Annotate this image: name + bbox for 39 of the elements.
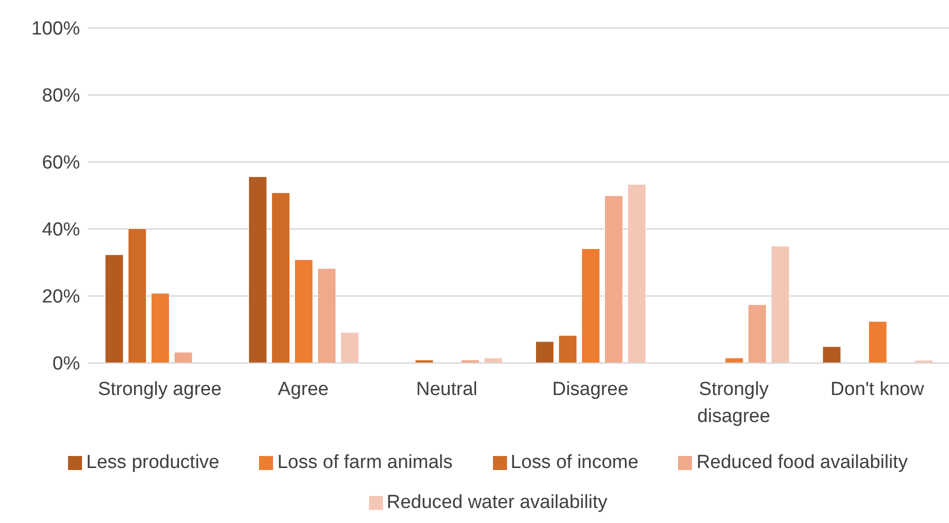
y-tick-label: 40% — [42, 220, 80, 241]
legend-label: Reduced food availability — [696, 452, 908, 473]
bar — [460, 360, 480, 363]
bar — [748, 304, 766, 363]
y-tick-label: 100% — [31, 18, 80, 40]
legend-label: Less productive — [86, 452, 220, 473]
bar — [104, 254, 124, 363]
x-tick-label: Neutral — [416, 379, 478, 400]
legend-label: Loss of farm animals — [277, 452, 453, 473]
bar — [340, 332, 359, 363]
y-tick-label: 20% — [42, 286, 80, 308]
bar — [558, 335, 577, 363]
bar — [822, 346, 841, 363]
bar — [581, 248, 600, 363]
x-tick-label: Don't know — [830, 379, 924, 400]
legend-label: Loss of income — [510, 452, 638, 473]
x-tick-label: Disagree — [552, 379, 628, 400]
bar — [248, 176, 267, 363]
bar — [294, 260, 313, 363]
y-tick-label: 0% — [52, 354, 80, 375]
bar — [317, 268, 336, 363]
bar — [271, 192, 290, 363]
bar — [724, 358, 744, 363]
bar — [128, 228, 146, 363]
bar — [627, 184, 646, 363]
x-tick-label: Strongly agree — [98, 379, 222, 400]
y-tick-label: 60% — [42, 152, 80, 174]
bar — [174, 352, 192, 363]
bar — [414, 360, 434, 363]
bar — [868, 321, 887, 363]
x-tick-label: Agree — [278, 379, 329, 400]
y-tick-label: 80% — [42, 86, 80, 107]
x-tick-label: Strongly disagree — [697, 379, 770, 427]
legend-label: Reduced water availability — [386, 492, 608, 513]
bar — [604, 196, 623, 363]
bar — [484, 358, 502, 363]
bar — [770, 246, 790, 363]
bar — [150, 293, 170, 363]
bar — [535, 341, 554, 363]
